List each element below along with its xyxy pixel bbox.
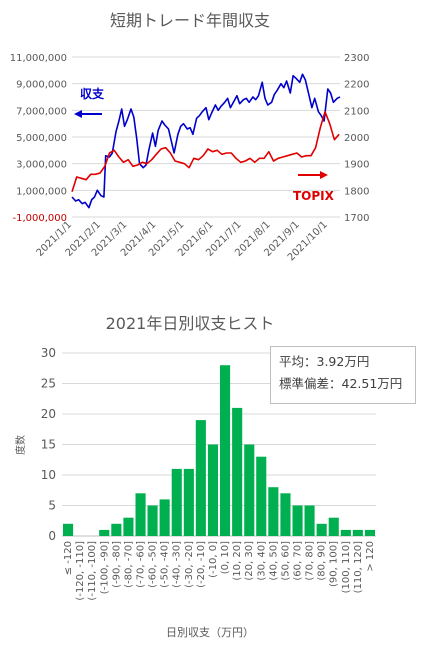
left-tick-label: 1,000,000 bbox=[16, 186, 67, 197]
histogram-y-label: 度数 bbox=[14, 435, 27, 455]
line-chart-right-axis: 2300 2200 2100 2000 1900 1800 1700 bbox=[344, 53, 369, 224]
x-tick-label: (-30, -20] bbox=[184, 541, 195, 588]
histogram-bar bbox=[123, 517, 134, 536]
y-tick-label: 25 bbox=[41, 377, 56, 391]
x-tick-label: (80, 90] bbox=[317, 541, 328, 581]
y-tick-label: 30 bbox=[41, 346, 56, 360]
topix-line bbox=[71, 110, 340, 192]
left-tick-label: 7,000,000 bbox=[16, 106, 67, 117]
histogram-bar bbox=[292, 505, 303, 536]
x-tick-label: (60, 70] bbox=[293, 541, 304, 581]
right-tick-label: 1700 bbox=[344, 213, 369, 224]
line-chart-left-axis: 11,000,000 9,000,000 7,000,000 5,000,000 3,0… bbox=[10, 53, 67, 224]
histogram-bar bbox=[195, 420, 206, 536]
histogram-bar bbox=[340, 529, 351, 536]
histogram-x-axis: ≤ -120 (-120, -110] (-110, -100] (-100, -90… bbox=[63, 541, 376, 601]
left-tick-label: 9,000,000 bbox=[16, 80, 67, 91]
histogram-title: 2021年日別収支ヒスト bbox=[106, 314, 275, 333]
x-tick-label: (-100, -90] bbox=[99, 541, 110, 594]
x-tick-label: (40, 50] bbox=[268, 541, 279, 581]
x-tick-label: (90, 100] bbox=[329, 541, 340, 587]
left-tick-label: 3,000,000 bbox=[16, 160, 67, 171]
right-arrow-icon bbox=[298, 171, 328, 179]
x-tick-label: (-110, -100] bbox=[87, 541, 98, 601]
histogram-bar bbox=[328, 517, 339, 536]
x-tick-label: (50, 60] bbox=[280, 541, 291, 581]
histogram-bar bbox=[159, 499, 170, 536]
y-tick-label: 5 bbox=[48, 499, 56, 513]
x-tick-label: (-50, -40] bbox=[160, 541, 171, 588]
histogram-bar bbox=[171, 468, 182, 536]
x-tick-label: (110, 120] bbox=[353, 541, 364, 593]
right-tick-label: 2000 bbox=[344, 133, 369, 144]
annotation-topix: TOPIX bbox=[293, 189, 335, 203]
x-tick-label: > 120 bbox=[365, 541, 376, 572]
histogram-bar bbox=[63, 523, 74, 536]
right-tick-label: 1800 bbox=[344, 186, 369, 197]
histogram-bar bbox=[147, 505, 158, 536]
y-tick-label: 15 bbox=[41, 438, 56, 452]
y-tick-label: 20 bbox=[41, 407, 56, 421]
histogram-bars bbox=[63, 365, 375, 536]
stats-mean: 平均：3.92万円 bbox=[279, 354, 370, 369]
x-tick-label: (-60, -50] bbox=[148, 541, 159, 588]
histogram-bar bbox=[256, 456, 267, 536]
histogram-bar bbox=[304, 505, 315, 536]
x-tick-label: ≤ -120 bbox=[63, 541, 74, 575]
x-tick-label: (-40, -30] bbox=[172, 541, 183, 588]
x-tick-label: (20, 30] bbox=[244, 541, 255, 581]
balance-line bbox=[71, 73, 341, 209]
stats-box: 平均：3.92万円 標準偏差：42.51万円 bbox=[270, 346, 416, 404]
stats-std: 標準偏差：42.51万円 bbox=[279, 376, 403, 391]
x-tick-label: (10, 20] bbox=[232, 541, 243, 581]
histogram-bar bbox=[364, 529, 375, 536]
histogram-bar bbox=[244, 444, 255, 536]
histogram-bar bbox=[352, 529, 363, 536]
histogram-bar bbox=[232, 407, 243, 536]
y-tick-label: 0 bbox=[48, 529, 56, 543]
x-tick-label: (100, 110] bbox=[341, 541, 352, 593]
x-tick-label: (30, 40] bbox=[256, 541, 267, 581]
x-tick-label: (-80, -70] bbox=[123, 541, 134, 588]
histogram-bar bbox=[111, 523, 122, 536]
x-tick-label: (-70, -60] bbox=[136, 541, 147, 588]
line-chart-x-axis: 2021/1/12021/2/12021/3/12021/4/12021/5/1… bbox=[35, 219, 330, 263]
x-tick-label: (0, 10] bbox=[220, 541, 231, 574]
line-chart-series bbox=[71, 73, 341, 209]
right-tick-label: 2200 bbox=[344, 80, 369, 91]
x-tick-label: (70, 80] bbox=[305, 541, 316, 581]
x-tick-label: (-10, 0] bbox=[208, 541, 219, 578]
x-tick-label: (-20, -10] bbox=[196, 541, 207, 588]
right-tick-label: 2300 bbox=[344, 53, 369, 64]
annotation-balance: 収支 bbox=[80, 86, 105, 101]
histogram-bar bbox=[135, 493, 146, 536]
histogram-bar bbox=[99, 529, 110, 536]
line-chart-title: 短期トレード年間収支 bbox=[110, 11, 270, 30]
y-tick-label: 10 bbox=[41, 468, 56, 482]
right-tick-label: 2100 bbox=[344, 106, 369, 117]
histogram-bar bbox=[316, 523, 327, 536]
histogram-bar bbox=[268, 487, 279, 536]
x-tick-label: (-90, -80] bbox=[111, 541, 122, 588]
histogram-y-axis: 0 5 10 15 20 25 30 bbox=[41, 346, 56, 543]
histogram-bar bbox=[183, 468, 194, 536]
right-tick-label: 1900 bbox=[344, 160, 369, 171]
histogram-bar bbox=[280, 493, 291, 536]
histogram-bar bbox=[207, 444, 218, 536]
left-tick-label: -1,000,000 bbox=[12, 213, 67, 224]
histogram-bar bbox=[220, 365, 231, 536]
left-tick-label: 11,000,000 bbox=[10, 53, 67, 64]
x-tick-label: (-120, -110] bbox=[75, 541, 86, 601]
left-tick-label: 5,000,000 bbox=[16, 133, 67, 144]
histogram-x-label: 日別収支（万円） bbox=[166, 626, 254, 639]
left-arrow-icon bbox=[74, 110, 102, 118]
